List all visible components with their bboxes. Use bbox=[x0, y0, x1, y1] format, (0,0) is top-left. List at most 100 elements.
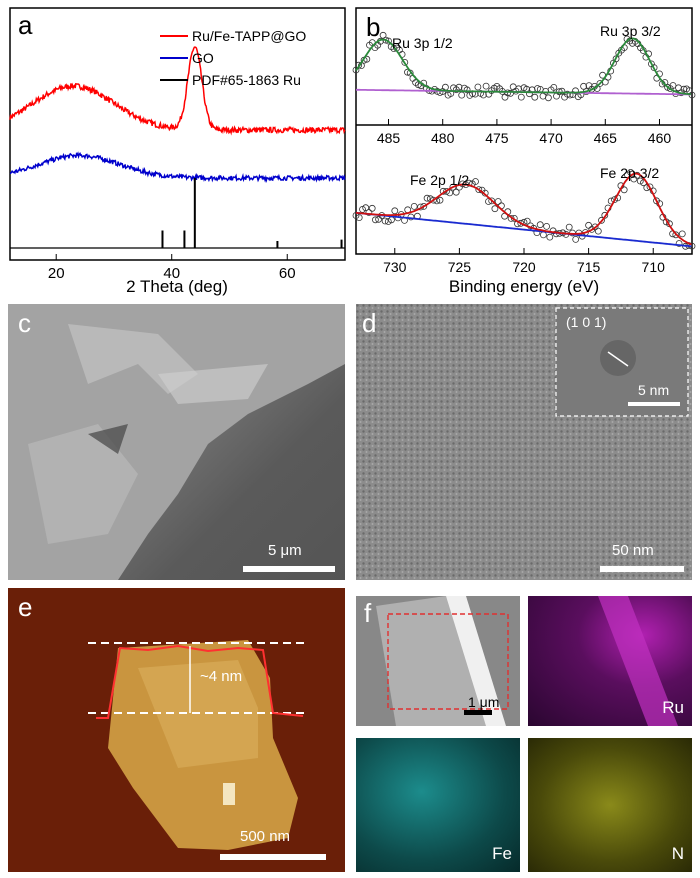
panel-letter-b: b bbox=[366, 12, 381, 42]
xps-data-point bbox=[423, 194, 431, 202]
xps-data-point bbox=[458, 91, 466, 99]
xps-data-point bbox=[544, 94, 552, 102]
xps-data-point bbox=[410, 202, 418, 210]
xps-data-point bbox=[355, 214, 363, 222]
panel-c-sem-image: c 5 μm bbox=[8, 304, 345, 580]
xps-data-point bbox=[475, 186, 483, 194]
xps-data-point bbox=[565, 223, 573, 231]
xps-fit-line bbox=[355, 172, 692, 246]
panel-a: 20 40 60 2 Theta (deg) Ru/Fe-TAPP@GO GO PDF#… bbox=[0, 0, 355, 300]
x-tick-label: 480 bbox=[431, 130, 455, 146]
x-tick-label: 475 bbox=[485, 130, 509, 146]
xps-data-point bbox=[594, 227, 602, 235]
scale-label-c: 5 μm bbox=[268, 542, 302, 559]
x-tick-label: 485 bbox=[377, 130, 401, 146]
xps-data-point bbox=[385, 37, 392, 45]
peak-annotation: Fe 2p 3/2 bbox=[600, 165, 659, 181]
xps-data-point bbox=[546, 233, 554, 241]
scale-bar-d bbox=[600, 566, 684, 572]
xps-data-point bbox=[449, 183, 457, 191]
inset-scale-bar bbox=[628, 402, 680, 406]
eds-map-fe: Fe bbox=[356, 738, 520, 872]
xps-chart: 485 480 475 470 465 460 730 725 720 715 710 Ru 3p 1… bbox=[352, 7, 696, 296]
height-label: ~4 nm bbox=[200, 668, 243, 685]
xps-data-point bbox=[523, 217, 531, 225]
xps-data-point bbox=[446, 189, 454, 197]
x-tick-label: 60 bbox=[279, 265, 296, 282]
xps-data-point bbox=[368, 204, 376, 212]
xps-data-point bbox=[591, 223, 599, 231]
xps-data-point bbox=[452, 188, 460, 196]
xps-data-point bbox=[384, 218, 392, 225]
xps-data-point bbox=[543, 222, 551, 230]
xps-data-point bbox=[572, 235, 580, 243]
xps-xlabel: Binding energy (eV) bbox=[449, 277, 599, 296]
xps-data-point bbox=[407, 213, 415, 221]
x-tick-label: 40 bbox=[163, 265, 180, 282]
xps-fit-line bbox=[355, 37, 691, 96]
x-tick-label: 730 bbox=[383, 259, 407, 275]
xps-background-line bbox=[355, 211, 692, 248]
xps-data-point bbox=[362, 204, 370, 212]
xrd-xlabel: 2 Theta (deg) bbox=[126, 277, 228, 296]
eds-map-ru: Ru bbox=[528, 596, 692, 726]
xps-data-point bbox=[598, 216, 605, 224]
scale-label-e: 500 nm bbox=[240, 828, 291, 845]
xps-data-point bbox=[381, 217, 389, 225]
x-tick-label: 725 bbox=[448, 259, 472, 275]
xrd-series-line bbox=[9, 46, 346, 136]
xps-data-point bbox=[517, 93, 525, 101]
x-tick-label: 465 bbox=[594, 130, 618, 146]
xps-data-point bbox=[463, 86, 471, 94]
inset-scale-label: 5 nm bbox=[638, 382, 670, 398]
xps-data-point bbox=[531, 93, 539, 101]
xps-data-point bbox=[536, 221, 544, 229]
peak-annotation: Ru 3p 1/2 bbox=[392, 35, 453, 51]
xps-data-point bbox=[391, 207, 399, 215]
legend-label: GO bbox=[192, 50, 214, 66]
scale-bar-e bbox=[220, 854, 326, 860]
xps-data-point bbox=[558, 87, 566, 95]
scale-label-d: 50 nm bbox=[612, 542, 654, 559]
panel-letter-e: e bbox=[18, 592, 33, 622]
xps-data-point bbox=[371, 216, 379, 224]
xps-data-point bbox=[442, 83, 449, 91]
xps-data-point bbox=[443, 187, 450, 195]
peak-annotation: Fe 2p 1/2 bbox=[410, 172, 469, 188]
tem-texture bbox=[356, 304, 692, 580]
x-tick-label: 715 bbox=[577, 259, 601, 275]
ru-band bbox=[598, 596, 678, 726]
peak-annotation: Ru 3p 3/2 bbox=[600, 23, 661, 39]
xps-data-point bbox=[472, 178, 479, 185]
xps-data-point bbox=[636, 177, 644, 185]
x-tick-label: 720 bbox=[512, 259, 536, 275]
xps-data-point bbox=[572, 87, 579, 95]
panel-letter-f: f bbox=[364, 598, 372, 628]
xps-data-point bbox=[491, 205, 499, 213]
scale-bar-c bbox=[243, 566, 335, 572]
xps-data-point bbox=[563, 90, 571, 98]
sem-f-shape bbox=[356, 596, 520, 726]
xps-data-point bbox=[455, 83, 463, 91]
xps-data-point bbox=[672, 231, 680, 239]
xps-data-point bbox=[359, 205, 366, 213]
afm-flake bbox=[88, 640, 308, 850]
eds-label-ru: Ru bbox=[662, 698, 684, 717]
eds-label-fe: Fe bbox=[492, 844, 512, 863]
panel-letter-a: a bbox=[18, 10, 33, 40]
x-tick-label: 20 bbox=[48, 265, 65, 282]
sem-sheet-shape bbox=[8, 304, 345, 580]
xps-data-point bbox=[482, 82, 490, 90]
xps-data-point bbox=[550, 84, 558, 91]
xps-data-point bbox=[580, 82, 588, 90]
panel-letter-d: d bbox=[362, 308, 377, 338]
lattice-plane-label: (1 0 1) bbox=[566, 314, 607, 330]
xps-data-point bbox=[504, 89, 512, 97]
scale-label-f: 1 μm bbox=[468, 694, 500, 710]
xps-data-point bbox=[420, 202, 428, 210]
panel-e-afm-image: e ~4 nm 500 nm bbox=[8, 588, 345, 872]
xps-data-point bbox=[678, 230, 686, 238]
eds-map-n: N bbox=[528, 738, 692, 872]
xps-data-point bbox=[611, 196, 618, 204]
xrd-chart: 20 40 60 2 Theta (deg) Ru/Fe-TAPP@GO GO PDF#… bbox=[9, 7, 346, 296]
